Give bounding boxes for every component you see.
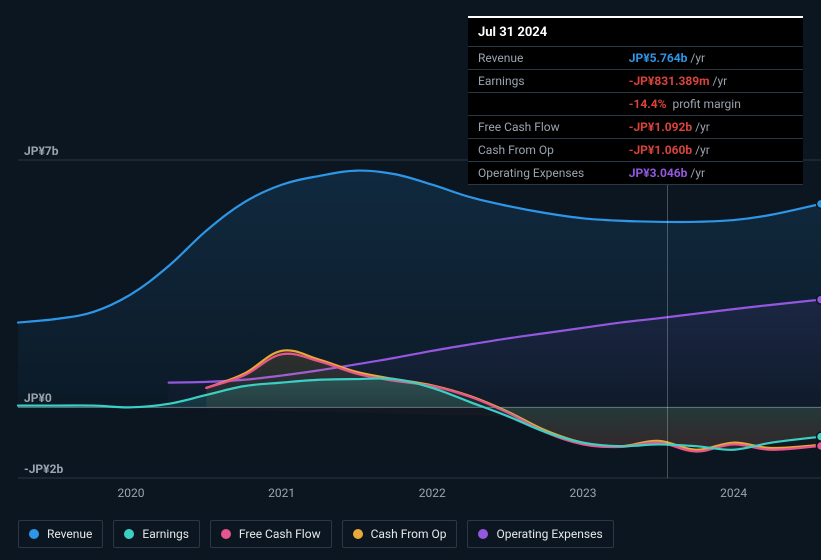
legend-item-revenue[interactable]: Revenue <box>18 520 103 548</box>
tooltip-row: Free Cash Flow-JP¥1.092b/yr <box>468 116 803 139</box>
legend-label: Operating Expenses <box>496 527 602 541</box>
legend-label: Earnings <box>142 527 189 541</box>
legend-label: Cash From Op <box>371 527 447 541</box>
tooltip-metric-label: Earnings <box>468 70 619 93</box>
x-tick-label: 2021 <box>268 486 295 500</box>
legend-dot-icon <box>29 529 39 539</box>
tooltip-metric-value: -JP¥831.389m/yr <box>619 70 803 93</box>
legend-item-free-cash-flow[interactable]: Free Cash Flow <box>210 520 332 548</box>
x-tick-label: 2022 <box>419 486 446 500</box>
y-tick-label: JP¥0 <box>24 391 52 405</box>
hover-indicator-line <box>667 160 668 478</box>
tooltip-metric-value: -JP¥1.060b/yr <box>619 139 803 162</box>
y-tick-label: JP¥7b <box>24 144 59 158</box>
legend-dot-icon <box>221 529 231 539</box>
tooltip-row-extra: -14.4% profit margin <box>468 93 803 116</box>
legend-item-operating-expenses[interactable]: Operating Expenses <box>467 520 613 548</box>
financials-area-chart: { "chart": { "type": "area", "width": 82… <box>0 0 821 560</box>
tooltip-row: Operating ExpensesJP¥3.046b/yr <box>468 162 803 185</box>
chart-legend: Revenue Earnings Free Cash Flow Cash From O… <box>18 520 614 548</box>
tooltip-metric-value: JP¥5.764b/yr <box>619 47 803 70</box>
tooltip-metric-label: Cash From Op <box>468 139 619 162</box>
legend-item-cash-from-op[interactable]: Cash From Op <box>342 520 458 548</box>
legend-dot-icon <box>353 529 363 539</box>
tooltip-metric-value: JP¥3.046b/yr <box>619 162 803 185</box>
legend-label: Free Cash Flow <box>239 527 321 541</box>
legend-dot-icon <box>478 529 488 539</box>
tooltip-row: Cash From Op-JP¥1.060b/yr <box>468 139 803 162</box>
legend-label: Revenue <box>47 527 92 541</box>
tooltip-row: Earnings-JP¥831.389m/yr <box>468 70 803 93</box>
tooltip-date: Jul 31 2024 <box>468 18 803 47</box>
tooltip-metric-label: Free Cash Flow <box>468 116 619 139</box>
x-tick-label: 2024 <box>720 486 747 500</box>
y-tick-label: -JP¥2b <box>24 462 63 476</box>
tooltip-metric-label: Revenue <box>468 47 619 70</box>
legend-dot-icon <box>124 529 134 539</box>
tooltip-row: RevenueJP¥5.764b/yr <box>468 47 803 70</box>
legend-item-earnings[interactable]: Earnings <box>113 520 200 548</box>
tooltip-table: RevenueJP¥5.764b/yrEarnings-JP¥831.389m/… <box>468 47 803 185</box>
tooltip-metric-value: -JP¥1.092b/yr <box>619 116 803 139</box>
data-tooltip: Jul 31 2024 RevenueJP¥5.764b/yrEarnings-… <box>468 16 803 185</box>
tooltip-metric-label: Operating Expenses <box>468 162 619 185</box>
x-tick-label: 2020 <box>117 486 144 500</box>
x-tick-label: 2023 <box>569 486 596 500</box>
